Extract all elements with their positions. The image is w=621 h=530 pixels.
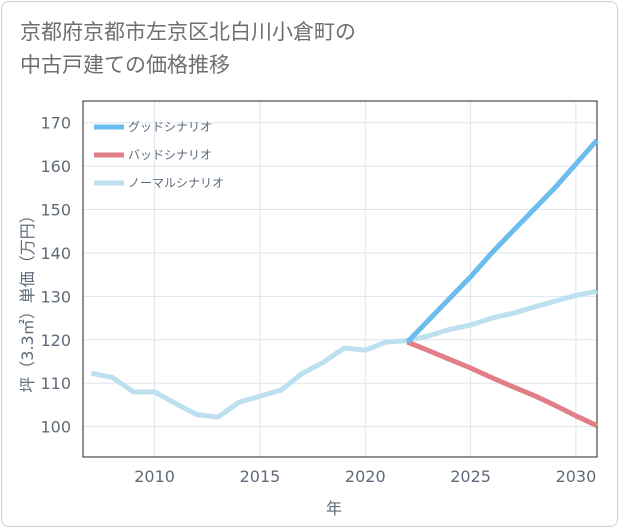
x-tick-label: 2020 <box>345 467 386 486</box>
x-tick-label: 2010 <box>134 467 175 486</box>
legend-label: バッドシナリオ <box>128 148 212 162</box>
x-tick-label: 2015 <box>240 467 281 486</box>
y-tick-label: 160 <box>40 157 71 176</box>
y-tick-label: 110 <box>40 374 71 393</box>
x-tick-label: 2025 <box>450 467 491 486</box>
x-tick-label: 2030 <box>556 467 597 486</box>
x-axis-title: 年 <box>326 499 342 518</box>
legend-label: グッドシナリオ <box>128 120 212 134</box>
series-line-good <box>405 138 599 344</box>
y-tick-label: 150 <box>40 201 71 220</box>
series-line-normal <box>90 288 598 420</box>
y-tick-label: 120 <box>40 331 71 350</box>
legend-label: ノーマルシナリオ <box>128 176 224 190</box>
chart-title-line-1: 京都府京都市左京区北白川小倉町の <box>20 20 356 44</box>
chart-title: 京都府京都市左京区北白川小倉町の 中古戸建ての価格推移 <box>20 16 610 82</box>
y-tick-label: 140 <box>40 244 71 263</box>
y-tick-label: 170 <box>40 114 71 133</box>
chart-title-line-2: 中古戸建ての価格推移 <box>20 53 230 77</box>
y-tick-label: 130 <box>40 287 71 306</box>
series-lines <box>90 138 599 428</box>
series-line-bad <box>406 339 599 428</box>
y-axis-title: 坪（3.3㎡）単価（万円） <box>18 207 37 392</box>
axis-ticks: 100 110 120 130 140 150 160 170 2010 2015 2020 2025… <box>40 114 596 486</box>
y-tick-label: 100 <box>40 418 71 437</box>
plot-area <box>82 100 598 458</box>
